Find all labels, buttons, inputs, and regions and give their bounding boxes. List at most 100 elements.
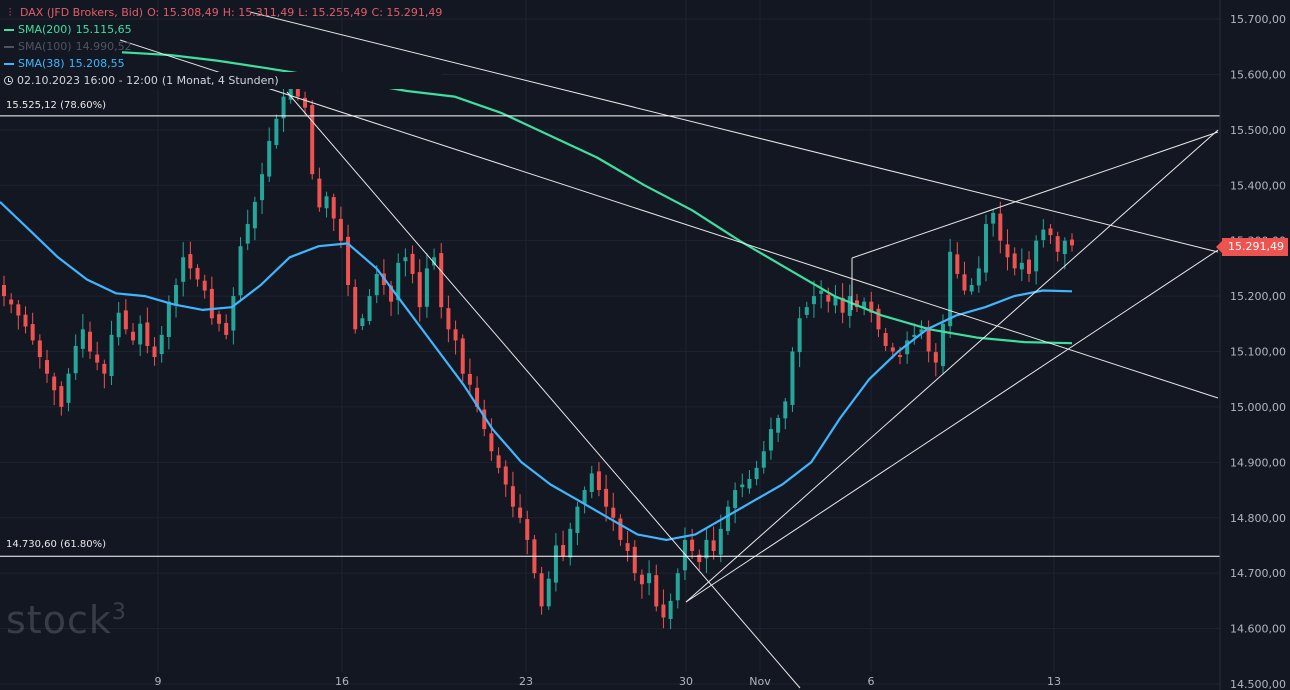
- legend-close: C: 15.291,49: [371, 6, 443, 19]
- candle-body-80: [575, 506, 580, 533]
- candle-body-23: [166, 301, 171, 337]
- candle-body-134: [962, 274, 967, 291]
- candle-body-69: [496, 455, 501, 468]
- candle-body-116: [833, 296, 838, 306]
- candle-body-48: [346, 236, 351, 285]
- candle-body-115: [826, 294, 831, 302]
- candle-body-97: [697, 554, 702, 563]
- candle-body-20: [145, 322, 150, 346]
- price-tick-label-5: 15.000,00: [1230, 401, 1286, 414]
- candle-body-70: [503, 466, 508, 485]
- candle-body-118: [847, 296, 852, 316]
- candle-body-33: [238, 246, 243, 296]
- candle-body-9: [66, 373, 71, 403]
- legend-symbol: DAX (JFD Brokers, Bid): [20, 6, 144, 19]
- time-tick-label-2: 23: [519, 675, 533, 688]
- candle-body-57: [410, 253, 415, 274]
- candle-body-17: [123, 310, 128, 330]
- trend-line-4: [685, 249, 1219, 603]
- candle-body-89: [639, 574, 644, 585]
- trend-line-1: [119, 39, 1219, 399]
- candle-body-25: [181, 257, 186, 282]
- candle-body-27: [195, 267, 200, 280]
- candle-body-2: [16, 304, 21, 316]
- candle-body-64: [460, 338, 465, 374]
- candle-body-103: [740, 484, 745, 488]
- price-tick-label-1: 14.600,00: [1230, 623, 1286, 636]
- candle-body-6: [45, 360, 50, 374]
- candle-body-38: [274, 118, 279, 146]
- time-tick-label-4: Nov: [749, 675, 771, 688]
- legend-open: O: 15.308,49: [147, 6, 219, 19]
- legend-sma100-label: SMA(100): [18, 40, 72, 53]
- candle-body-147: [1055, 236, 1060, 252]
- price-tick-label-9: 15.400,00: [1230, 179, 1286, 192]
- candle-body-119: [854, 300, 859, 308]
- fib-upper-label: 15.525,12 (78.60%): [4, 100, 109, 111]
- candle-body-105: [754, 467, 759, 480]
- legend-low: L: 15.255,49: [298, 6, 368, 19]
- sma200-line: [121, 51, 1073, 345]
- candle-body-61: [439, 253, 444, 308]
- candle-body-99: [711, 540, 716, 551]
- candle-body-117: [840, 297, 845, 313]
- fib-lower-label: 14.730,60 (61.80%): [4, 539, 109, 550]
- legend-high: H: 15.311,49: [222, 6, 295, 19]
- candle-body-62: [446, 308, 451, 330]
- candle-body-121: [869, 301, 874, 313]
- candle-body-114: [819, 290, 824, 294]
- candle-body-124: [890, 347, 895, 352]
- legend-symbol-row[interactable]: ⫶ DAX (JFD Brokers, Bid) O: 15.308,49 H:…: [4, 4, 443, 21]
- candle-body-125: [897, 355, 902, 358]
- candle-body-31: [224, 323, 229, 335]
- price-tick-label-6: 15.100,00: [1230, 346, 1286, 359]
- candle-body-10: [73, 345, 78, 374]
- candle-body-19: [138, 323, 143, 345]
- trend-line-2: [286, 91, 801, 689]
- legend-sma200-row[interactable]: SMA(200) 15.115,65: [4, 21, 442, 38]
- candle-body-45: [324, 196, 329, 209]
- candle-body-22: [159, 334, 164, 355]
- candle-body-90: [647, 573, 652, 584]
- candle-body-137: [983, 224, 988, 273]
- candle-body-66: [475, 387, 480, 407]
- candle-body-136: [976, 268, 981, 286]
- candle-body-8: [59, 386, 64, 407]
- candle-body-11: [80, 329, 85, 349]
- candle-body-107: [768, 429, 773, 451]
- legend-sma200-label: SMA(200): [18, 23, 72, 36]
- candle-body-40: [288, 85, 293, 100]
- candle-body-130: [933, 352, 938, 363]
- candle-body-112: [804, 307, 809, 315]
- legend-time-row: 02.10.2023 16:00 - 12:00 (1 Monat, 4 Stu…: [4, 72, 443, 89]
- candle-body-142: [1019, 262, 1024, 270]
- candle-body-73: [525, 519, 530, 540]
- candle-body-95: [682, 539, 687, 571]
- candle-body-54: [389, 285, 394, 302]
- candle-body-14: [102, 363, 107, 374]
- candle-body-59: [424, 268, 429, 307]
- candle-body-108: [776, 418, 781, 433]
- legend-sma38-row[interactable]: SMA(38) 15.208,55: [4, 55, 442, 72]
- candle-body-32: [231, 296, 236, 331]
- candle-body-83: [596, 471, 601, 491]
- candle-body-60: [432, 257, 437, 266]
- candle-body-86: [618, 518, 623, 540]
- legend-sma100-row[interactable]: SMA(100) 14.990,52: [4, 38, 442, 55]
- candle-body-37: [267, 140, 272, 177]
- candle-body-72: [518, 507, 523, 518]
- legend-sma100-value: 14.990,52: [75, 40, 132, 53]
- candle-body-42: [303, 97, 308, 108]
- candle-body-24: [174, 285, 179, 305]
- candle-body-133: [955, 254, 960, 274]
- candle-body-79: [568, 528, 573, 558]
- trend-line-0: [249, 11, 1219, 253]
- candle-body-100: [718, 528, 723, 555]
- last-price-tag: 15.291,49: [1216, 238, 1288, 256]
- legend-sma200-value: 15.115,65: [75, 23, 132, 36]
- candle-body-41: [295, 87, 300, 97]
- trend-line-5: [851, 131, 1219, 259]
- candle-body-15: [109, 334, 114, 376]
- candle-body-148: [1062, 240, 1067, 255]
